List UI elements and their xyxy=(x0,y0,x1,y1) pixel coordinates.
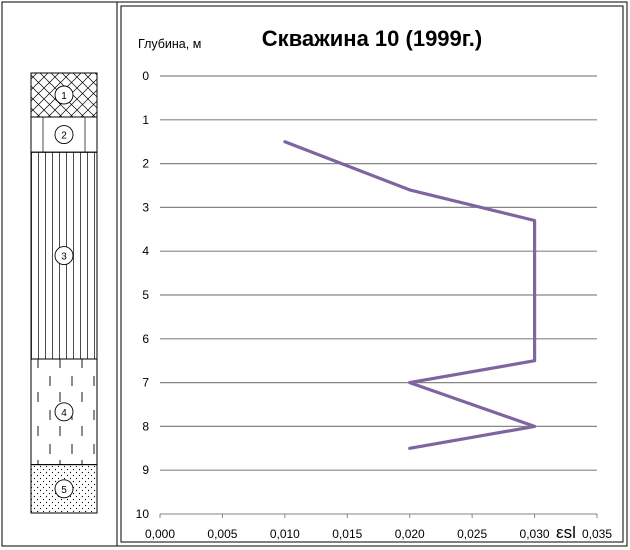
x-tick-label: 0,020 xyxy=(395,527,425,541)
y-tick-label: 0 xyxy=(142,69,149,83)
soil-layer-marker xyxy=(54,125,74,145)
y-tick-label: 1 xyxy=(142,113,149,127)
soil-layer-label: 3 xyxy=(61,252,67,263)
soil-layer-label: 5 xyxy=(61,485,67,496)
series-line xyxy=(283,140,537,450)
soil-layer-marker xyxy=(54,85,74,105)
y-tick-label: 7 xyxy=(142,376,149,390)
y-tick-label: 8 xyxy=(142,419,149,433)
y-axis-label: Глубина, м xyxy=(138,37,201,51)
y-tick-label: 2 xyxy=(142,157,149,171)
y-tick-label: 9 xyxy=(142,463,149,477)
y-tick-label: 5 xyxy=(142,288,149,302)
soil-layer-label: 2 xyxy=(61,131,67,142)
x-tick-label: 0,035 xyxy=(582,527,612,541)
y-tick-labels: 0 1 2 3 4 5 6 7 8 9 10 xyxy=(136,69,150,521)
soil-layer-marker xyxy=(54,479,74,499)
x-tick-label: 0,005 xyxy=(207,527,237,541)
series-layer xyxy=(283,140,537,450)
soil-layer-marker xyxy=(54,402,74,422)
x-tick-labels: 0,000 0,005 0,010 0,015 0,020 0,025 0,030 0,035 xyxy=(145,514,612,541)
y-tick-label: 3 xyxy=(142,200,149,214)
y-tick-label: 10 xyxy=(136,507,150,521)
x-tick-label: 0,030 xyxy=(520,527,550,541)
soil-column: 1 2 3 4 5 xyxy=(30,72,98,514)
x-tick-label: 0,000 xyxy=(145,527,175,541)
soil-layer-marker xyxy=(54,246,74,266)
grid xyxy=(160,75,597,471)
chart-title: Скважина 10 (1999г.) xyxy=(262,26,482,51)
y-tick-label: 4 xyxy=(142,244,149,258)
y-tick-label: 6 xyxy=(142,332,149,346)
x-tick-label: 0,010 xyxy=(270,527,300,541)
x-tick-label: 0,025 xyxy=(457,527,487,541)
x-tick-label: 0,015 xyxy=(332,527,362,541)
x-axis-label: εsl xyxy=(556,523,576,542)
chart-frame xyxy=(120,5,624,543)
soil-layer-label: 4 xyxy=(61,408,67,419)
soil-layer-label: 1 xyxy=(61,91,67,102)
